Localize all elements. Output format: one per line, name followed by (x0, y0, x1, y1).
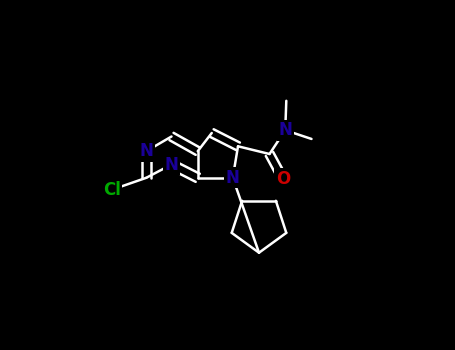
Text: N: N (278, 121, 292, 139)
Text: N: N (139, 142, 153, 160)
Text: Cl: Cl (103, 181, 121, 199)
Text: N: N (165, 155, 178, 174)
Text: O: O (276, 169, 290, 188)
Text: N: N (226, 169, 240, 187)
